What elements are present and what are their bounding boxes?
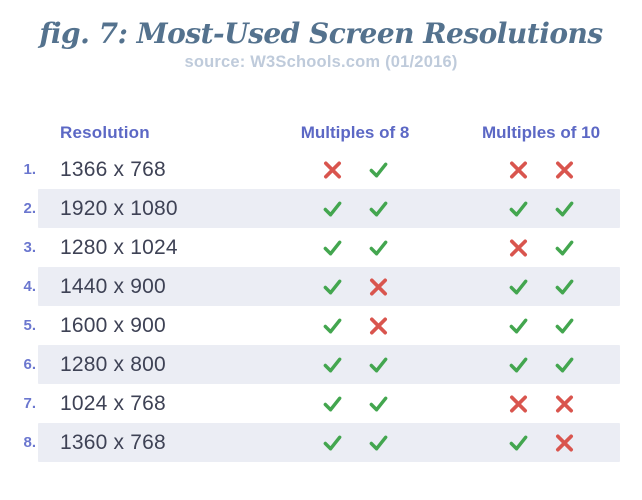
multiples-of-10-marks bbox=[464, 316, 618, 336]
cross-icon bbox=[554, 160, 575, 180]
row-resolution: 1280 x 1024 bbox=[60, 235, 178, 259]
row-rank: 7. bbox=[23, 395, 36, 413]
row-rank: 3. bbox=[23, 239, 36, 257]
check-icon bbox=[322, 238, 343, 258]
multiples-of-8-marks bbox=[278, 355, 432, 375]
check-icon bbox=[508, 199, 529, 219]
row-rank: 6. bbox=[23, 356, 36, 374]
check-icon bbox=[322, 316, 343, 336]
cross-icon bbox=[368, 277, 389, 297]
multiples-of-10-marks bbox=[464, 355, 618, 375]
table-row: 1. 1366 x 768 bbox=[20, 150, 620, 189]
check-icon bbox=[554, 355, 575, 375]
resolution-column-header: Resolution bbox=[60, 123, 150, 143]
check-icon bbox=[508, 433, 529, 453]
table-row: 3. 1280 x 1024 bbox=[20, 228, 620, 267]
check-icon bbox=[554, 238, 575, 258]
multiples-of-10-marks bbox=[464, 199, 618, 219]
multiples-of-8-marks bbox=[278, 394, 432, 414]
multiples-of-8-column-header: Multiples of 8 bbox=[300, 123, 410, 143]
check-icon bbox=[322, 277, 343, 297]
table-row: 7. 1024 x 768 bbox=[20, 384, 620, 423]
check-icon bbox=[368, 355, 389, 375]
multiples-of-10-marks bbox=[464, 238, 618, 258]
check-icon bbox=[368, 394, 389, 414]
resolutions-table: Resolution Multiples of 8 Multiples of 1… bbox=[20, 116, 620, 463]
row-rank: 5. bbox=[23, 317, 36, 335]
row-resolution: 1600 x 900 bbox=[60, 313, 166, 337]
multiples-of-10-marks bbox=[464, 277, 618, 297]
row-rank: 4. bbox=[23, 278, 36, 296]
row-rank: 1. bbox=[23, 161, 36, 179]
multiples-of-8-marks bbox=[278, 199, 432, 219]
row-rank: 2. bbox=[23, 200, 36, 218]
row-rank: 8. bbox=[23, 434, 36, 452]
check-icon bbox=[322, 355, 343, 375]
multiples-of-10-marks bbox=[464, 394, 618, 414]
cross-icon bbox=[368, 316, 389, 336]
check-icon bbox=[322, 433, 343, 453]
cross-icon bbox=[554, 433, 575, 453]
row-resolution: 1440 x 900 bbox=[60, 274, 166, 298]
multiples-of-8-marks bbox=[278, 316, 432, 336]
check-icon bbox=[368, 433, 389, 453]
multiples-of-10-marks bbox=[464, 160, 618, 180]
check-icon bbox=[554, 316, 575, 336]
table-row: 8. 1360 x 768 bbox=[20, 423, 620, 463]
check-icon bbox=[322, 394, 343, 414]
check-icon bbox=[368, 199, 389, 219]
cross-icon bbox=[508, 238, 529, 258]
check-icon bbox=[554, 277, 575, 297]
table-row: 4. 1440 x 900 bbox=[20, 267, 620, 307]
multiples-of-8-marks bbox=[278, 238, 432, 258]
cross-icon bbox=[508, 394, 529, 414]
check-icon bbox=[368, 160, 389, 180]
multiples-of-8-marks bbox=[278, 433, 432, 453]
cross-icon bbox=[322, 160, 343, 180]
figure-source: source: W3Schools.com (01/2016) bbox=[184, 53, 458, 72]
check-icon bbox=[508, 355, 529, 375]
check-icon bbox=[508, 316, 529, 336]
table-header-row: Resolution Multiples of 8 Multiples of 1… bbox=[20, 116, 620, 150]
table-row: 5. 1600 x 900 bbox=[20, 306, 620, 345]
multiples-of-8-marks bbox=[278, 277, 432, 297]
check-icon bbox=[368, 238, 389, 258]
row-resolution: 1024 x 768 bbox=[60, 391, 166, 415]
table-row: 2. 1920 x 1080 bbox=[20, 189, 620, 229]
figure-title: fig. 7: Most-Used Screen Resolutions bbox=[39, 17, 603, 50]
row-resolution: 1280 x 800 bbox=[60, 352, 166, 376]
table-row: 6. 1280 x 800 bbox=[20, 345, 620, 385]
check-icon bbox=[322, 199, 343, 219]
cross-icon bbox=[554, 394, 575, 414]
multiples-of-8-marks bbox=[278, 160, 432, 180]
multiples-of-10-column-header: Multiples of 10 bbox=[481, 123, 601, 143]
cross-icon bbox=[508, 160, 529, 180]
check-icon bbox=[508, 277, 529, 297]
row-resolution: 1360 x 768 bbox=[60, 430, 166, 454]
row-resolution: 1366 x 768 bbox=[60, 157, 166, 181]
row-resolution: 1920 x 1080 bbox=[60, 196, 178, 220]
table-body: 1. 1366 x 768 2. 1920 x 1080 3. 1280 x 1… bbox=[20, 150, 620, 463]
check-icon bbox=[554, 199, 575, 219]
multiples-of-10-marks bbox=[464, 433, 618, 453]
